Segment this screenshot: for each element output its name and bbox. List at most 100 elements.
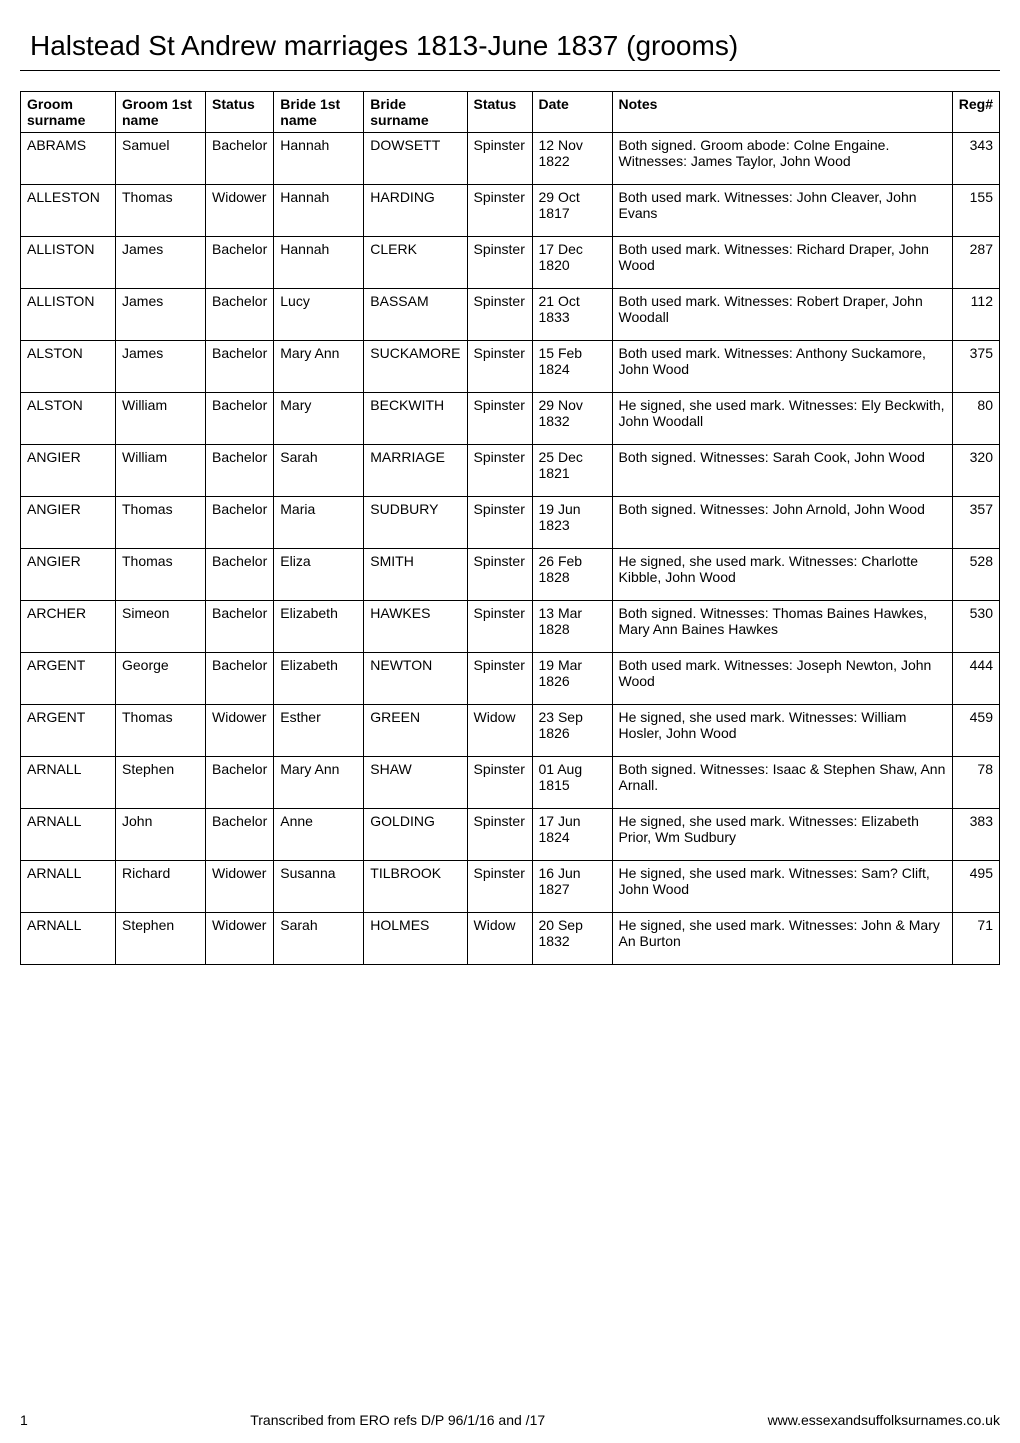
table-cell: Thomas: [116, 549, 206, 601]
table-cell: SUCKAMORE: [364, 341, 467, 393]
table-cell: Bachelor: [206, 133, 274, 185]
table-cell: He signed, she used mark. Witnesses: Sam…: [612, 861, 952, 913]
column-header: Status: [467, 92, 532, 133]
table-cell: ALSTON: [21, 393, 116, 445]
table-cell: Lucy: [274, 289, 364, 341]
table-cell: 15 Feb 1824: [532, 341, 612, 393]
table-cell: CLERK: [364, 237, 467, 289]
table-cell: 459: [952, 705, 999, 757]
table-cell: ARNALL: [21, 913, 116, 965]
table-cell: Hannah: [274, 237, 364, 289]
table-cell: 13 Mar 1828: [532, 601, 612, 653]
table-cell: Spinster: [467, 393, 532, 445]
table-cell: 26 Feb 1828: [532, 549, 612, 601]
table-cell: Elizabeth: [274, 653, 364, 705]
table-cell: Spinster: [467, 133, 532, 185]
table-row: ALLISTONJamesBachelorHannahCLERKSpinster…: [21, 237, 1000, 289]
table-cell: Both used mark. Witnesses: Joseph Newton…: [612, 653, 952, 705]
table-row: ARNALLRichardWidowerSusannaTILBROOKSpins…: [21, 861, 1000, 913]
table-cell: ARGENT: [21, 705, 116, 757]
table-row: ALLESTONThomasWidowerHannahHARDINGSpinst…: [21, 185, 1000, 237]
table-cell: 495: [952, 861, 999, 913]
table-cell: Widower: [206, 705, 274, 757]
table-cell: Both signed. Witnesses: Sarah Cook, John…: [612, 445, 952, 497]
table-cell: ANGIER: [21, 497, 116, 549]
table-cell: HOLMES: [364, 913, 467, 965]
table-cell: 444: [952, 653, 999, 705]
table-cell: Thomas: [116, 497, 206, 549]
table-cell: 21 Oct 1833: [532, 289, 612, 341]
table-cell: 112: [952, 289, 999, 341]
table-cell: 155: [952, 185, 999, 237]
table-cell: Thomas: [116, 705, 206, 757]
table-cell: 16 Jun 1827: [532, 861, 612, 913]
table-cell: Both signed. Witnesses: Isaac & Stephen …: [612, 757, 952, 809]
table-cell: ARGENT: [21, 653, 116, 705]
table-cell: Susanna: [274, 861, 364, 913]
table-cell: HAWKES: [364, 601, 467, 653]
table-row: ANGIERThomasBachelorElizaSMITHSpinster26…: [21, 549, 1000, 601]
table-cell: TILBROOK: [364, 861, 467, 913]
table-cell: Both used mark. Witnesses: Robert Draper…: [612, 289, 952, 341]
table-cell: Widow: [467, 913, 532, 965]
table-cell: Elizabeth: [274, 601, 364, 653]
table-cell: 320: [952, 445, 999, 497]
table-cell: William: [116, 445, 206, 497]
table-cell: Eliza: [274, 549, 364, 601]
column-header: Groom 1st name: [116, 92, 206, 133]
table-cell: Spinster: [467, 653, 532, 705]
table-cell: 29 Nov 1832: [532, 393, 612, 445]
column-header: Reg#: [952, 92, 999, 133]
table-cell: ALLISTON: [21, 289, 116, 341]
table-cell: 20 Sep 1832: [532, 913, 612, 965]
table-cell: Both used mark. Witnesses: John Cleaver,…: [612, 185, 952, 237]
table-cell: ARNALL: [21, 861, 116, 913]
table-cell: Stephen: [116, 913, 206, 965]
table-row: ANGIERThomasBachelorMariaSUDBURYSpinster…: [21, 497, 1000, 549]
table-cell: ALLESTON: [21, 185, 116, 237]
table-cell: Widower: [206, 185, 274, 237]
table-cell: He signed, she used mark. Witnesses: Wil…: [612, 705, 952, 757]
table-cell: ANGIER: [21, 445, 116, 497]
page-footer: 1 Transcribed from ERO refs D/P 96/1/16 …: [20, 1412, 1000, 1428]
table-cell: Maria: [274, 497, 364, 549]
table-cell: 25 Dec 1821: [532, 445, 612, 497]
table-cell: Esther: [274, 705, 364, 757]
table-cell: BASSAM: [364, 289, 467, 341]
table-row: ALSTONJamesBachelorMary AnnSUCKAMORESpin…: [21, 341, 1000, 393]
table-cell: 17 Jun 1824: [532, 809, 612, 861]
table-cell: Mary Ann: [274, 757, 364, 809]
table-cell: Spinster: [467, 341, 532, 393]
table-row: ARGENTThomasWidowerEstherGREENWidow23 Se…: [21, 705, 1000, 757]
marriage-records-table: Groom surnameGroom 1st nameStatusBride 1…: [20, 91, 1000, 965]
table-cell: Bachelor: [206, 653, 274, 705]
table-cell: George: [116, 653, 206, 705]
table-cell: Bachelor: [206, 341, 274, 393]
table-cell: 01 Aug 1815: [532, 757, 612, 809]
table-cell: Spinster: [467, 237, 532, 289]
table-cell: Spinster: [467, 861, 532, 913]
table-row: ARNALLJohnBachelorAnneGOLDINGSpinster17 …: [21, 809, 1000, 861]
table-cell: 78: [952, 757, 999, 809]
table-cell: Bachelor: [206, 393, 274, 445]
column-header: Bride 1st name: [274, 92, 364, 133]
table-cell: James: [116, 289, 206, 341]
table-row: ARNALLStephenWidowerSarahHOLMESWidow20 S…: [21, 913, 1000, 965]
table-row: ABRAMSSamuelBachelorHannahDOWSETTSpinste…: [21, 133, 1000, 185]
page-title: Halstead St Andrew marriages 1813-June 1…: [20, 30, 1000, 71]
table-cell: Bachelor: [206, 289, 274, 341]
table-header-row: Groom surnameGroom 1st nameStatusBride 1…: [21, 92, 1000, 133]
table-cell: MARRIAGE: [364, 445, 467, 497]
table-cell: Spinster: [467, 601, 532, 653]
table-cell: GOLDING: [364, 809, 467, 861]
table-cell: Spinster: [467, 445, 532, 497]
table-cell: Thomas: [116, 185, 206, 237]
table-row: ALSTONWilliamBachelorMaryBECKWITHSpinste…: [21, 393, 1000, 445]
table-cell: Spinster: [467, 185, 532, 237]
table-cell: 29 Oct 1817: [532, 185, 612, 237]
table-cell: SUDBURY: [364, 497, 467, 549]
table-row: ALLISTONJamesBachelorLucyBASSAMSpinster2…: [21, 289, 1000, 341]
table-cell: SHAW: [364, 757, 467, 809]
table-cell: 17 Dec 1820: [532, 237, 612, 289]
table-cell: He signed, she used mark. Witnesses: Eli…: [612, 809, 952, 861]
